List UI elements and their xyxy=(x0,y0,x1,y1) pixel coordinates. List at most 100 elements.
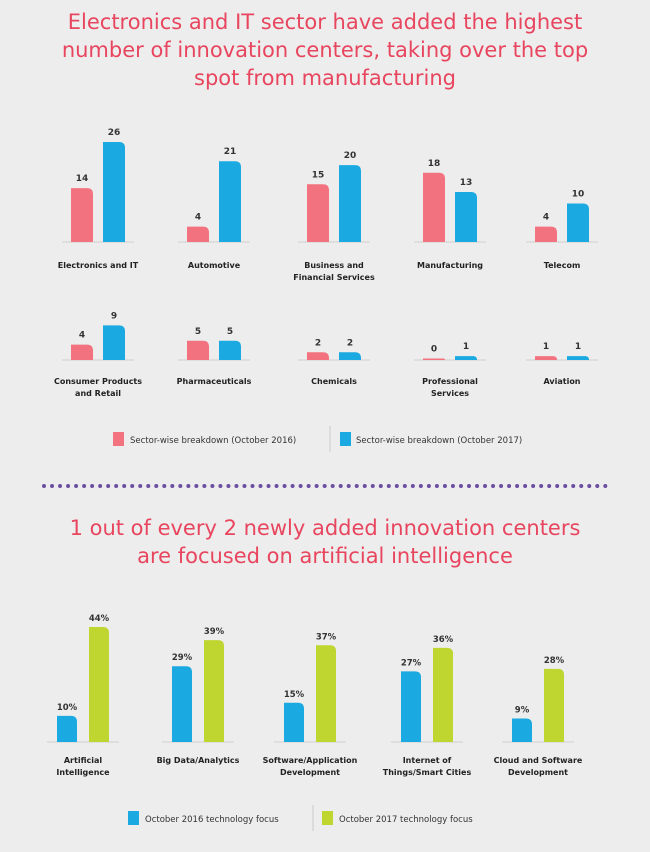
section2-title-line1: 1 out of every 2 newly added innovation … xyxy=(69,516,581,540)
bar-2016 xyxy=(187,226,209,242)
bar-value-label: 14 xyxy=(76,174,89,184)
section1-title-line1: Electronics and IT sector have added the… xyxy=(67,10,583,34)
bar-value-label: 29% xyxy=(172,653,193,663)
dotted-divider xyxy=(42,484,608,488)
bar-value-label: 1 xyxy=(575,342,581,352)
bar-2016 xyxy=(307,352,329,360)
bar-2016 xyxy=(535,356,557,360)
category-label: Business and xyxy=(304,261,364,270)
category-label: Electronics and IT xyxy=(58,261,139,270)
bar-2016 xyxy=(57,715,77,742)
bar-value-label: 44% xyxy=(89,614,110,624)
bar-2017 xyxy=(219,340,241,360)
category-label: Automotive xyxy=(188,261,241,270)
category-label: Consumer Products xyxy=(54,377,142,386)
bar-2016 xyxy=(71,188,93,242)
bar-value-label: 21 xyxy=(224,147,237,157)
bar-value-label: 15% xyxy=(284,690,305,700)
bar-2016 xyxy=(401,671,421,742)
bar-value-label: 10% xyxy=(57,703,78,713)
bar-value-label: 2 xyxy=(347,338,353,348)
bar-value-label: 4 xyxy=(195,213,201,223)
bar-2016 xyxy=(423,358,445,360)
bar-2017 xyxy=(103,142,125,242)
bar-2016 xyxy=(284,702,304,742)
bar-value-label: 9 xyxy=(111,311,117,321)
category-label: Aviation xyxy=(543,377,580,386)
bar-2017 xyxy=(339,352,361,360)
bar-value-label: 39% xyxy=(204,627,225,637)
bar-value-label: 1 xyxy=(463,342,469,352)
category-label: Telecom xyxy=(544,261,581,270)
category-label: Services xyxy=(431,389,469,398)
bar-2017 xyxy=(103,325,125,360)
bar-2017 xyxy=(316,645,336,742)
category-label: Development xyxy=(508,768,568,777)
legend-label-2017: Sector-wise breakdown (October 2017) xyxy=(356,436,522,446)
bar-2017 xyxy=(339,165,361,242)
legend-swatch-2017 xyxy=(322,811,333,825)
category-label: Development xyxy=(280,768,340,777)
bar-value-label: 28% xyxy=(544,656,565,666)
section1-title: Electronics and IT sector have added the… xyxy=(0,8,650,92)
bar-2016 xyxy=(307,184,329,242)
bar-value-label: 18 xyxy=(428,159,441,169)
category-label: Intelligence xyxy=(56,768,110,777)
bar-2017 xyxy=(544,668,564,742)
legend-swatch-2016 xyxy=(128,811,139,825)
bar-value-label: 15 xyxy=(312,170,325,180)
bar-value-label: 27% xyxy=(401,658,422,668)
bar-2017 xyxy=(567,356,589,360)
legend-label-2016: October 2016 technology focus xyxy=(145,815,279,825)
category-label: Things/Smart Cities xyxy=(383,768,472,777)
bar-2017 xyxy=(219,161,241,242)
category-label: Pharmaceuticals xyxy=(177,377,252,386)
bar-2016 xyxy=(512,718,532,742)
bar-value-label: 20 xyxy=(344,151,357,161)
bar-value-label: 2 xyxy=(315,338,321,348)
bar-2016 xyxy=(187,340,209,360)
bar-value-label: 1 xyxy=(543,342,549,352)
bar-2017 xyxy=(89,627,109,742)
bar-2016 xyxy=(535,226,557,242)
section2-title-line2: are focused on artificial intelligence xyxy=(137,544,513,568)
category-label: Artificial xyxy=(64,756,103,765)
legend-label-2016: Sector-wise breakdown (October 2016) xyxy=(130,436,296,446)
bar-2017 xyxy=(567,203,589,242)
category-label: Big Data/Analytics xyxy=(157,756,240,765)
bar-value-label: 0 xyxy=(431,345,437,355)
bar-2017 xyxy=(455,356,477,360)
bar-value-label: 10 xyxy=(572,190,585,200)
bar-2017 xyxy=(433,647,453,742)
bar-2016 xyxy=(423,172,445,242)
bar-2016 xyxy=(172,666,192,742)
bar-value-label: 9% xyxy=(515,705,530,715)
category-label: Software/Application xyxy=(263,756,358,765)
category-label: Internet of xyxy=(403,756,452,765)
category-label: and Retail xyxy=(75,389,121,398)
bar-value-label: 36% xyxy=(433,635,454,645)
category-label: Cloud and Software xyxy=(494,756,583,765)
bar-value-label: 5 xyxy=(227,327,233,337)
category-label: Chemicals xyxy=(311,377,357,386)
bar-2017 xyxy=(455,192,477,242)
section1-title-line3: spot from manufacturing xyxy=(194,66,456,90)
legend-swatch-2017 xyxy=(340,432,351,446)
bar-value-label: 13 xyxy=(460,178,473,188)
bar-value-label: 4 xyxy=(79,331,85,341)
bar-value-label: 26 xyxy=(108,128,121,138)
legend-swatch-2016 xyxy=(113,432,124,446)
section1-title-line2: number of innovation centers, taking ove… xyxy=(61,38,589,62)
section2-title: 1 out of every 2 newly added innovation … xyxy=(0,514,650,570)
legend-label-2017: October 2017 technology focus xyxy=(339,815,473,825)
bar-2017 xyxy=(204,640,224,742)
category-label: Manufacturing xyxy=(417,261,483,270)
category-label: Financial Services xyxy=(293,273,375,282)
bar-2016 xyxy=(71,344,93,360)
category-label: Professional xyxy=(422,377,478,386)
bar-value-label: 37% xyxy=(316,632,337,642)
bar-value-label: 4 xyxy=(543,213,549,223)
bar-value-label: 5 xyxy=(195,327,201,337)
